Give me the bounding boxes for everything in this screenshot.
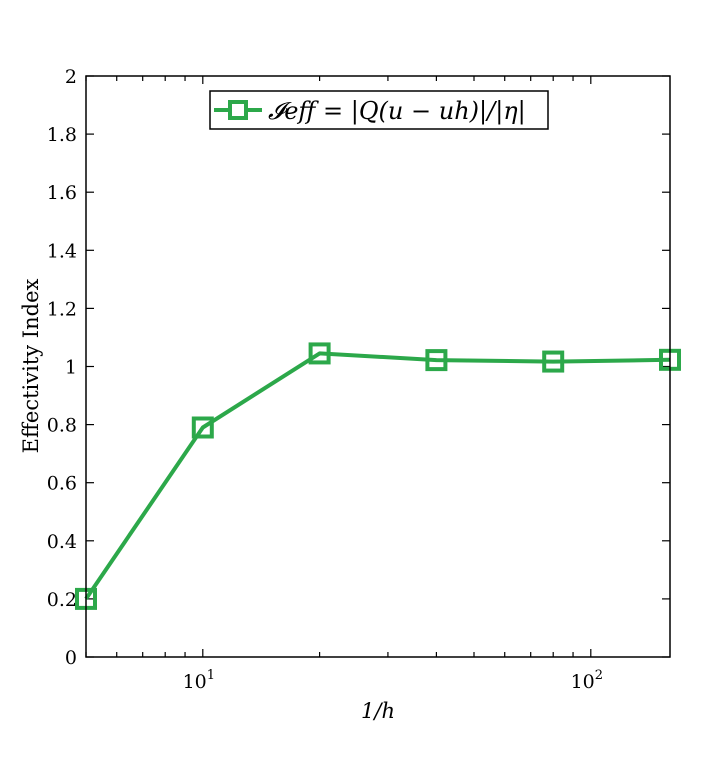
y-axis-label: Effectivity Index [19, 279, 43, 454]
tick-labels: 0 0.2 0.4 0.6 0.8 1 1.2 1.4 1.6 1.8 2 101 102 [47, 66, 603, 693]
data-point-marker [425, 349, 448, 372]
series-line [84, 351, 671, 601]
axis-ticks [85, 75, 670, 658]
plot-frame [85, 75, 671, 658]
legend-entry-label: 𝓘eff = |Q(u − uh)|/|η| [268, 97, 526, 126]
data-point-marker [191, 416, 214, 439]
x-tick-label: 102 [571, 668, 603, 693]
y-tick-label: 0.2 [47, 589, 77, 611]
y-tick-label: 1 [65, 357, 77, 379]
y-tick-label: 0.4 [47, 531, 77, 553]
series-layer [75, 342, 681, 610]
y-tick-label: 0.8 [47, 415, 77, 437]
data-point-marker [542, 350, 565, 373]
y-tick-label: 2 [65, 66, 77, 88]
x-tick-label: 101 [183, 668, 215, 693]
legend: 𝓘eff = |Q(u − uh)|/|η| [209, 90, 549, 130]
y-tick-label: 0.6 [47, 473, 77, 495]
y-tick-label: 1.6 [47, 182, 77, 204]
y-tick-label: 0 [65, 647, 77, 669]
y-tick-label: 1.4 [47, 240, 77, 262]
y-tick-label: 1.2 [47, 298, 77, 320]
legend-marker-sample [228, 100, 248, 120]
y-tick-label: 1.8 [47, 124, 77, 146]
legend-box [209, 90, 549, 130]
data-point-marker [308, 342, 331, 365]
x-axis-label: 1/h [361, 699, 395, 723]
